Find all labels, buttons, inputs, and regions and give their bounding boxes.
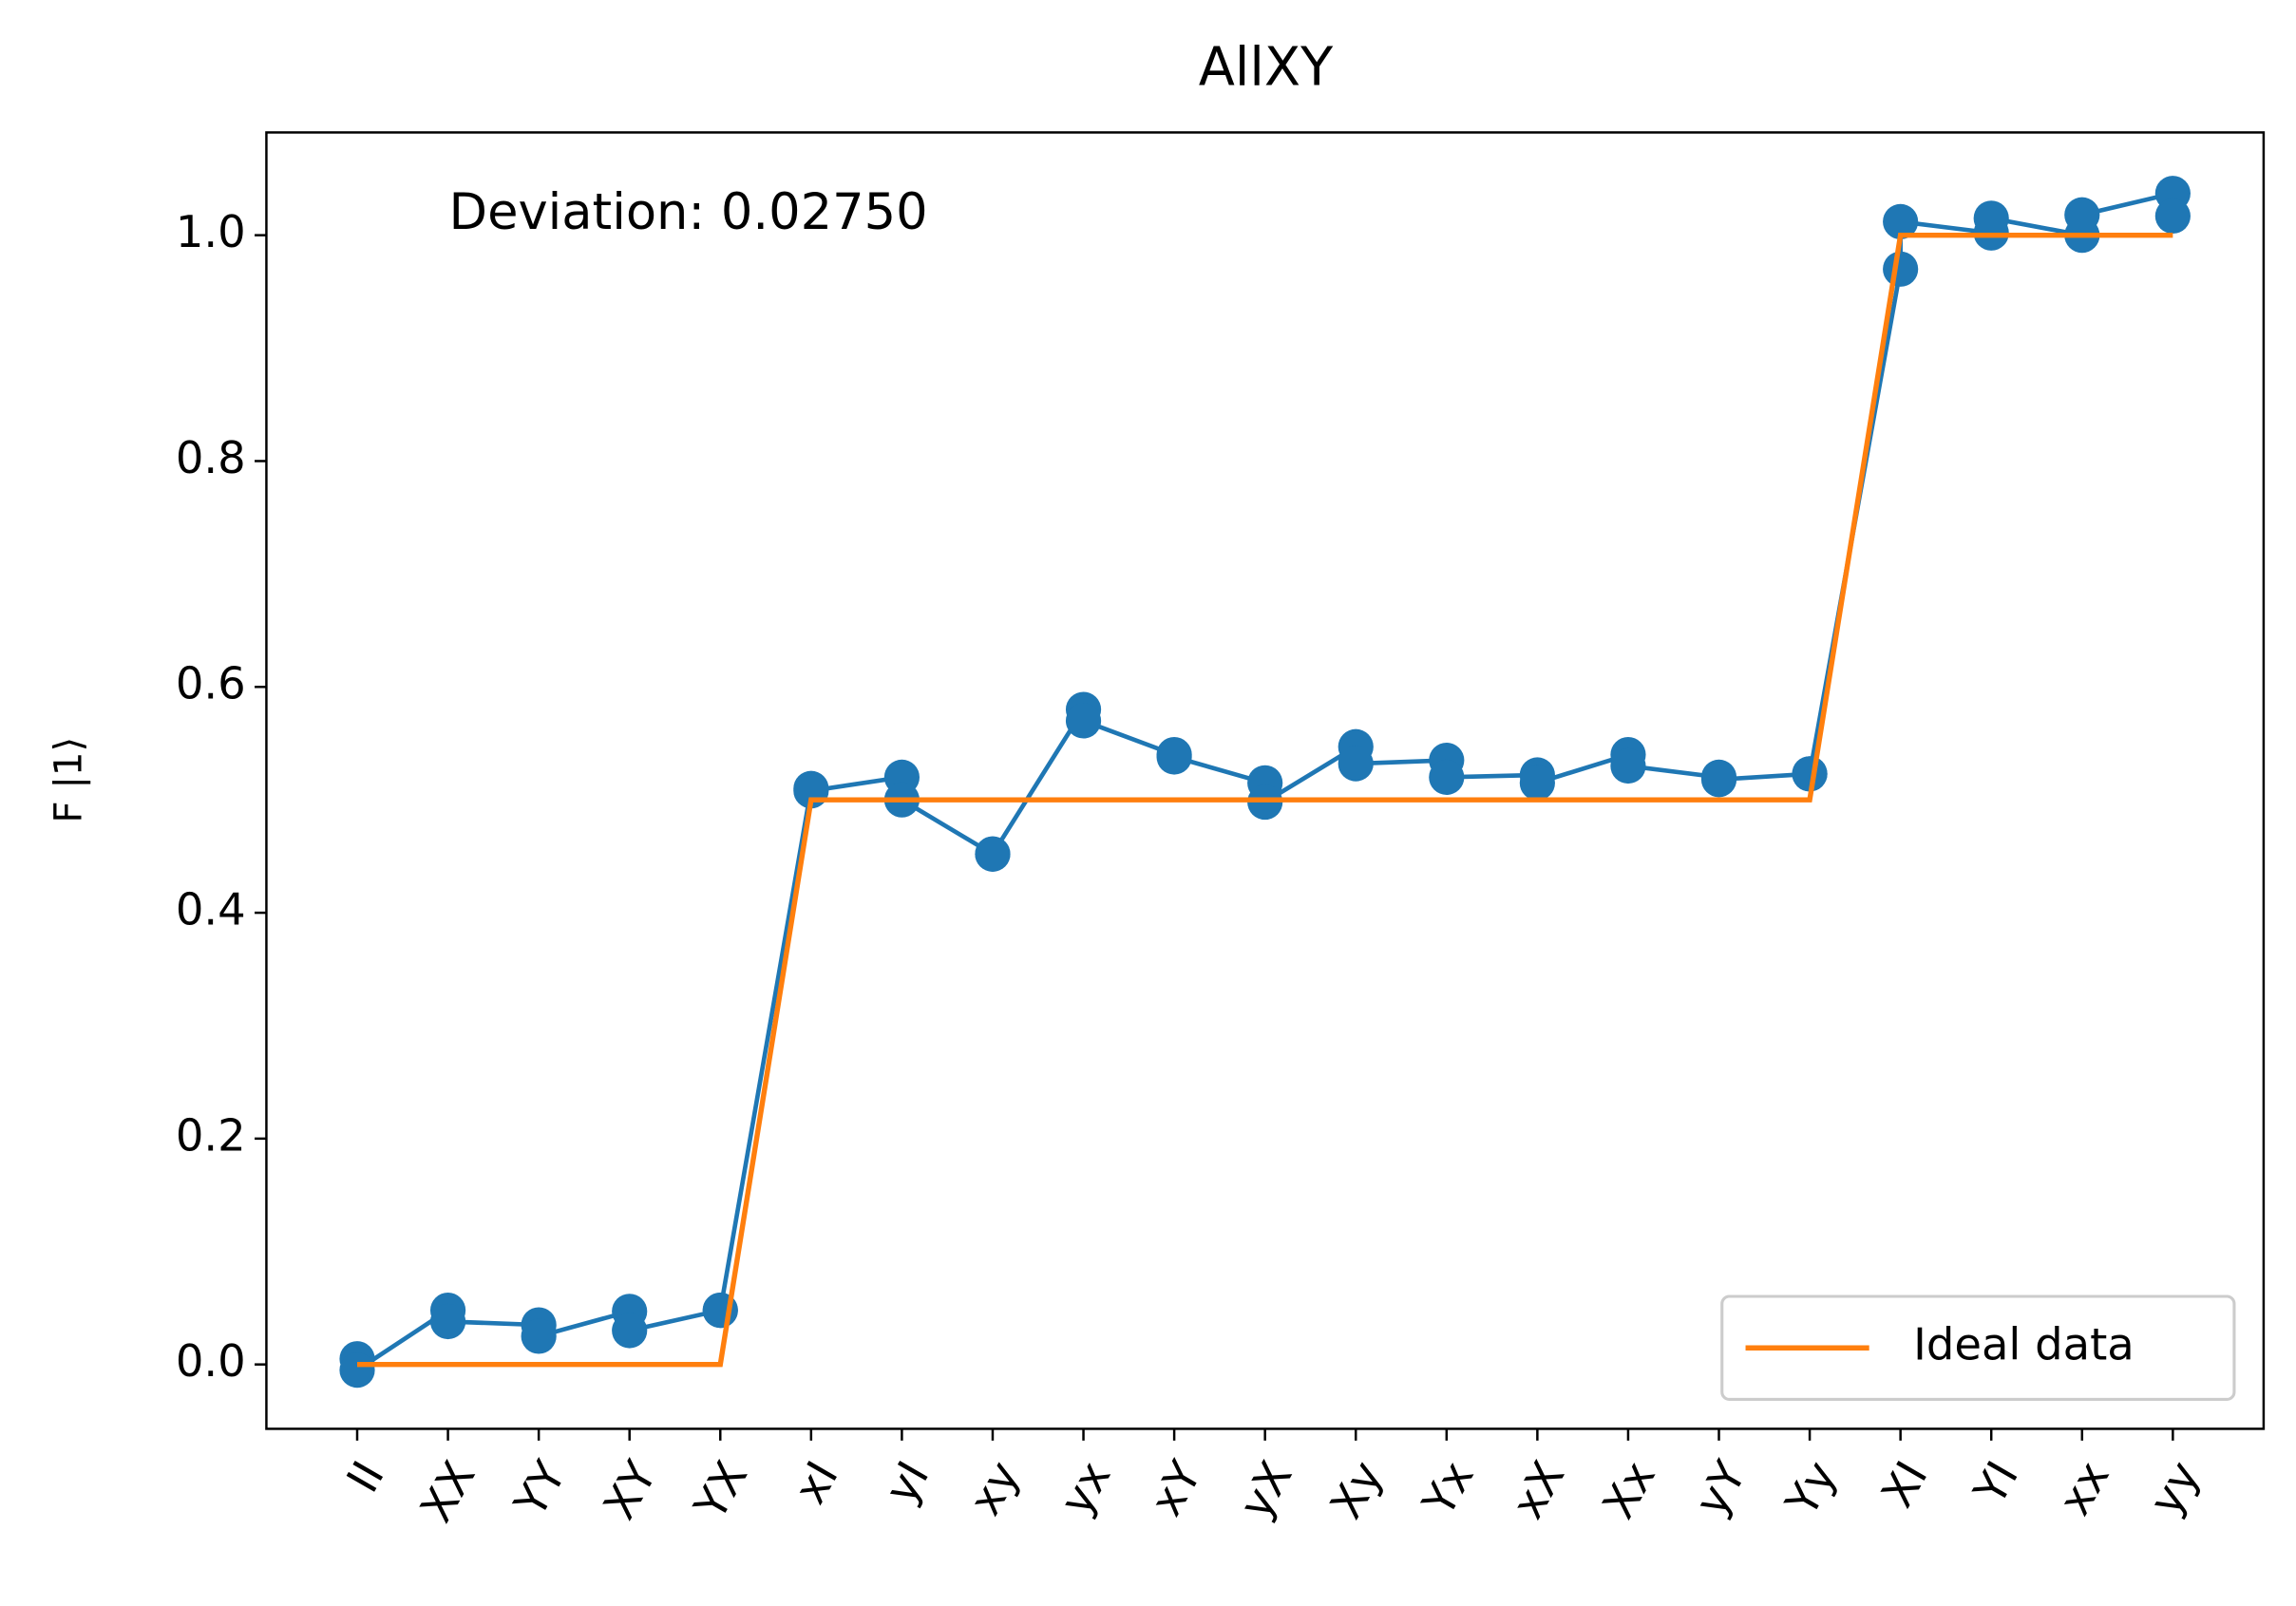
y-tick-label: 0.8 [176, 432, 246, 483]
x-tick-label: Yx [1413, 1452, 1484, 1524]
y-axis-label: F |1⟩ [47, 737, 90, 823]
x-tick-label: Yy [1775, 1452, 1847, 1524]
measured-point [2154, 198, 2191, 235]
x-tick-label: Xx [1592, 1452, 1664, 1526]
measured-point [975, 836, 1011, 872]
y-tick-label: 0.6 [176, 658, 246, 709]
x-tick-label: xY [1140, 1452, 1211, 1524]
y-tick-label: 0.2 [176, 1109, 246, 1161]
measured-point [1429, 759, 1465, 795]
x-tick-label: yI [875, 1452, 939, 1512]
measured-point [521, 1318, 557, 1354]
x-tick-label: yY [1685, 1452, 1756, 1524]
measured-point [1973, 200, 2009, 236]
measured-point [1792, 756, 1828, 792]
measured-point [1883, 203, 1919, 239]
x-tick-label: XY [594, 1452, 667, 1528]
y-tick-label: 0.0 [176, 1335, 246, 1387]
ideal-line [357, 232, 2173, 1368]
x-tick-label: YX [684, 1452, 757, 1528]
measured-point [1519, 765, 1555, 801]
x-tick-label: yX [1229, 1452, 1301, 1526]
x-tick-label: YY [503, 1452, 576, 1526]
y-tick-label: 1.0 [176, 206, 246, 257]
measured-point [2064, 197, 2100, 233]
legend-label: Ideal data [1913, 1319, 2135, 1370]
x-tick-label: yy [2139, 1452, 2210, 1523]
x-tick-label: xx [2048, 1452, 2118, 1523]
measured-point [1700, 762, 1737, 798]
y-tick-label: 0.4 [176, 884, 246, 935]
legend-box [1720, 1294, 2236, 1402]
x-tick-label: xI [784, 1452, 847, 1512]
measured-point [1610, 747, 1646, 784]
measured-point [1883, 251, 1919, 287]
chart-title: AllXY [1199, 37, 1334, 99]
x-tick-label: XI [1871, 1452, 1938, 1515]
x-tick-label: II [336, 1452, 393, 1501]
x-tick-label: yx [1050, 1452, 1120, 1523]
plot-frame [265, 131, 2266, 1430]
x-tick-label: YI [1964, 1452, 2028, 1513]
x-tick-label: Xy [1320, 1452, 1393, 1526]
measured-point [1338, 746, 1374, 782]
measured-point [612, 1313, 648, 1349]
x-tick-label: XX [410, 1452, 485, 1530]
x-tick-label: xy [959, 1452, 1030, 1523]
measured-point [1156, 739, 1192, 775]
x-tick-label: xX [1502, 1452, 1574, 1526]
measured-point [339, 1352, 375, 1389]
measured-point [1065, 703, 1102, 739]
annotation: Deviation: 0.02750 [449, 183, 928, 241]
measured-point [429, 1303, 466, 1340]
